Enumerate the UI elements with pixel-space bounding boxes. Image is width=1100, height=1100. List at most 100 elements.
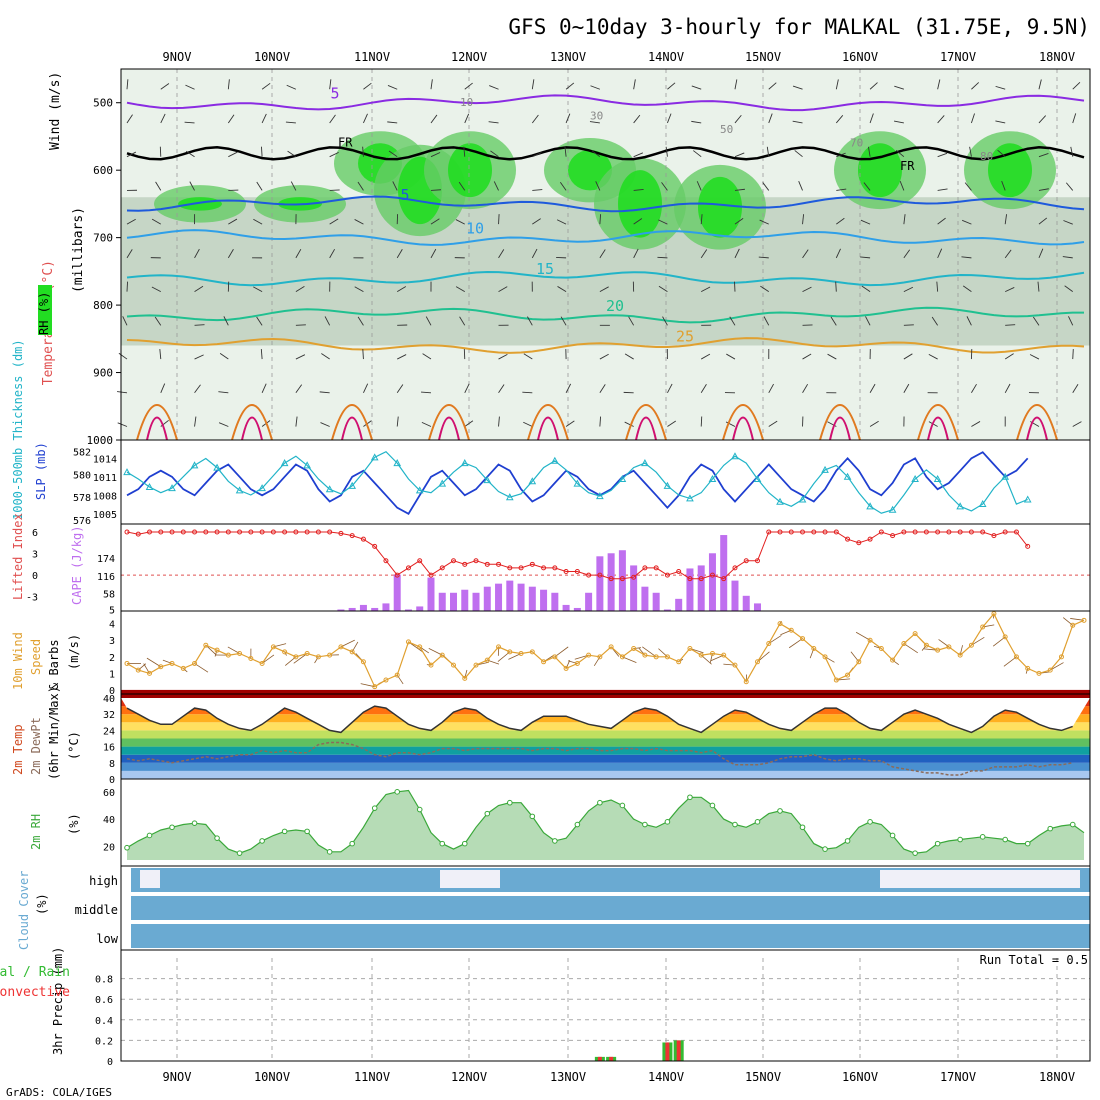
wind-barb (194, 354, 204, 360)
rh2m-unit-label: (%) (67, 813, 81, 835)
lifted-index-marker (968, 529, 974, 535)
lifted-index-marker (698, 576, 704, 582)
wind-speed-marker (642, 652, 648, 658)
lifted-index-marker (878, 529, 884, 535)
lifted-index-marker (248, 529, 254, 535)
wind-barb (126, 249, 133, 259)
wind-barb (523, 421, 533, 427)
lifted-index-marker (507, 565, 513, 571)
wind-barb (455, 286, 465, 292)
thickness-marker (168, 484, 176, 492)
wind-barb (463, 146, 466, 157)
wind-barb-10m (1050, 662, 1064, 671)
cape-bar (528, 586, 536, 611)
rh2m-marker (507, 799, 513, 806)
rh2m-tick-label: 20 (103, 842, 115, 853)
wind-barb (827, 353, 837, 360)
rh2m-marker (574, 821, 581, 828)
wind-barb (324, 316, 331, 326)
wind-speed-marker (439, 652, 445, 658)
wind-barb (1072, 113, 1077, 124)
wind-barb (1005, 324, 1016, 326)
lifted-index-marker (991, 533, 997, 539)
wind-barb (493, 181, 499, 191)
wind-barb (836, 188, 847, 191)
rh-contour-label: 10 (460, 96, 473, 109)
wind-speed-marker (192, 660, 198, 666)
wind-speed-line (126, 612, 1085, 688)
wind-speed-marker (349, 649, 355, 655)
wind-barb (227, 79, 230, 90)
lifted-index-marker (664, 572, 670, 578)
wind-barb (628, 316, 635, 326)
wind-barb (397, 354, 407, 360)
wind-tick-label: 4 (109, 620, 115, 631)
lifted-index-marker (349, 533, 355, 539)
wind-barb (899, 180, 905, 191)
cloud-unit-label: (%) (35, 893, 49, 915)
wind-barb (894, 85, 904, 90)
wind-barb-10m (992, 636, 1006, 647)
lifted-index-marker (282, 529, 288, 535)
thickness-marker (280, 459, 289, 467)
rh2m-marker (529, 813, 536, 820)
wind-barb (223, 316, 229, 326)
wind-barb (256, 316, 263, 326)
wind-barb (759, 219, 769, 225)
wind-barb (700, 249, 708, 259)
cape-bar (416, 606, 424, 611)
thickness-marker (798, 495, 807, 503)
temperature-contour-35 (1026, 416, 1048, 441)
wind-barb (151, 286, 161, 293)
cape-bar (720, 535, 728, 611)
lifted-index-marker (259, 529, 265, 535)
wind-speed-marker (563, 665, 569, 671)
lifted-index-marker (315, 529, 321, 535)
li-tick-label: -3 (26, 593, 38, 604)
cape-bar (472, 592, 480, 611)
cape-bar (675, 598, 683, 611)
lifted-index-marker (822, 529, 828, 535)
thickness-marker (393, 459, 402, 467)
wind-barb (860, 219, 871, 225)
wind-barb (1072, 384, 1079, 394)
lifted-index-marker (327, 529, 333, 535)
lifted-index-marker (518, 565, 524, 571)
temp-tick-label: 32 (103, 710, 115, 721)
wind-barb (903, 383, 910, 394)
wind-barb (260, 349, 263, 360)
wind-speed-marker (360, 659, 366, 665)
cape-tick-label: 58 (103, 589, 115, 600)
wind-barb (185, 150, 195, 158)
wind-barb-10m (971, 636, 985, 646)
wind-barb (903, 324, 914, 326)
lifted-index-marker (124, 529, 130, 535)
wind-barb (667, 420, 677, 427)
lifted-index-marker (158, 529, 164, 535)
wind-barb (1038, 188, 1049, 191)
wind-barb (766, 146, 770, 157)
temperature-contour-30 (819, 404, 861, 441)
time-axis-bottom-label: 18NOV (1039, 1070, 1075, 1084)
lifted-index-marker (923, 529, 929, 535)
temperature-contour-35 (241, 416, 263, 441)
rh2m-marker (597, 799, 603, 806)
lifted-index-marker (586, 572, 592, 578)
wind-barb (794, 150, 803, 158)
wind-barb (835, 115, 844, 124)
lifted-index-marker (754, 558, 760, 564)
wind-barb (1038, 115, 1047, 124)
wind-barb (903, 214, 906, 225)
lifted-index-marker (214, 529, 220, 535)
lifted-index-marker (935, 529, 941, 535)
wind-barb (937, 248, 943, 259)
lifted-index-marker (417, 558, 423, 564)
wind-barb (430, 152, 441, 158)
cloud-clear-area (880, 870, 1080, 888)
wind-barb (1004, 214, 1008, 225)
wind-barb (667, 82, 676, 90)
li-tick-label: 3 (32, 550, 38, 561)
wind-barb (624, 421, 634, 427)
cloud-low-label: low (96, 932, 118, 946)
lifted-index-marker (383, 558, 389, 564)
